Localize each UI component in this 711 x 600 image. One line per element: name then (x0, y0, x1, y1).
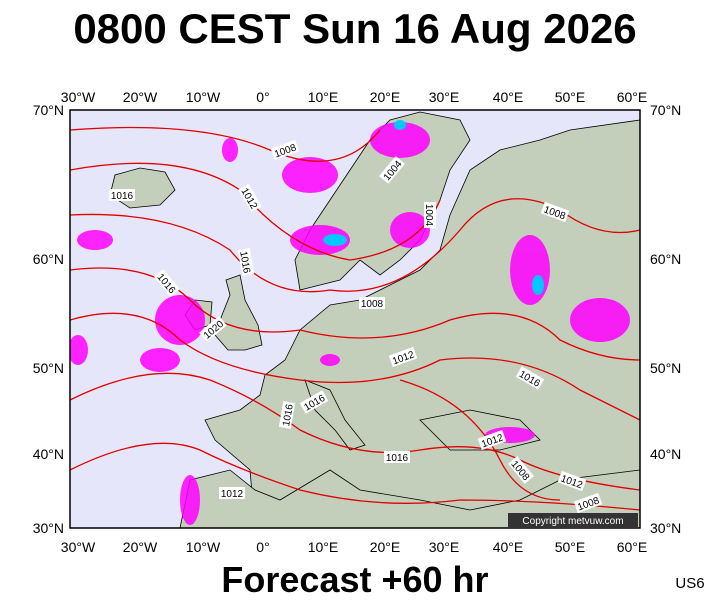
isobar-label: 1016 (384, 451, 410, 464)
lat-label-left: 30°N (33, 520, 64, 536)
isobars (70, 126, 640, 511)
lat-label-left: 40°N (33, 446, 64, 462)
isobar-label-text: 1016 (281, 403, 296, 427)
lon-label-bottom: 10°W (186, 539, 221, 555)
lon-label-top: 10°W (186, 89, 221, 105)
isobar-label-bg (515, 366, 545, 390)
isobar-label-bg (557, 470, 587, 492)
model-label: US6 (675, 575, 704, 592)
isobar-label-text: 1004 (423, 204, 434, 227)
isobar-label-bg (270, 139, 300, 161)
isobar-label-bg (388, 346, 418, 368)
isobar-label-text: 1016 (111, 191, 134, 202)
isobar-label-text: 1008 (361, 299, 384, 310)
lon-label-top: 60°E (617, 89, 648, 105)
isobar-label-bg (384, 451, 410, 463)
isobar-label: 1016 (237, 248, 255, 276)
lon-label-bottom: 30°W (61, 539, 96, 555)
isobar-label-bg (237, 248, 255, 276)
isobar-label-bg (359, 297, 385, 309)
forecast-label: Forecast +60 hr (221, 559, 488, 600)
title: 0800 CEST Sun 16 Aug 2026 (73, 5, 636, 52)
lon-label-top: 20°W (123, 89, 158, 105)
lon-label-top: 20°E (370, 89, 401, 105)
isobar-label-text: 1016 (237, 250, 252, 274)
isobar-label-bg (573, 492, 603, 514)
lon-label-bottom: 0° (256, 539, 269, 555)
isobar-label-bg (219, 487, 245, 499)
copyright: Copyright metvuw.com (522, 516, 623, 527)
lat-label-left: 60°N (33, 251, 64, 267)
lon-label-bottom: 10°E (308, 539, 339, 555)
heavy-precipitation (323, 120, 544, 295)
lon-label-top: 50°E (555, 89, 586, 105)
lat-label-right: 60°N (650, 251, 681, 267)
isobar-label-text: 1016 (386, 453, 409, 464)
lon-label-top: 10°E (308, 89, 339, 105)
precipitation (70, 122, 630, 525)
lat-label-right: 70°N (650, 102, 681, 118)
isobar-label-bg (199, 316, 227, 342)
isobar-label-bg (238, 183, 262, 213)
lon-label-bottom: 20°W (123, 539, 158, 555)
isobar-label-text: 1012 (221, 489, 244, 500)
isobar-label-bg (154, 269, 180, 297)
isobar-label: 1016 (109, 189, 135, 202)
lon-label-bottom: 60°E (617, 539, 648, 555)
lon-label-top: 40°E (493, 89, 524, 105)
isobar-label-bg (508, 456, 534, 484)
map: Copyright metvuw.com (70, 110, 640, 528)
lat-label-left: 50°N (33, 360, 64, 376)
isobar-label-bg (424, 202, 436, 228)
isobar-label: 1012 (219, 487, 245, 500)
isobar-label-bg (379, 156, 405, 184)
lat-label-right: 30°N (650, 520, 681, 536)
lon-label-top: 30°E (429, 89, 460, 105)
isobar-label-bg (278, 401, 296, 429)
lat-label-right: 40°N (650, 446, 681, 462)
lat-label-left: 70°N (33, 102, 64, 118)
lon-label-top: 0° (256, 89, 269, 105)
isobar-label-bg (109, 189, 135, 201)
isobar-label: 1008 (359, 297, 385, 310)
lon-label-top: 30°W (61, 89, 96, 105)
isobar-label: 1016 (278, 401, 296, 429)
lon-label-bottom: 50°E (555, 539, 586, 555)
isobar-label: 1004 (423, 202, 436, 228)
isobar-label-bg (477, 429, 507, 451)
lat-label-right: 50°N (650, 360, 681, 376)
lon-label-bottom: 40°E (493, 539, 524, 555)
isobar-label-bg (299, 390, 329, 414)
copyright-box (508, 513, 638, 527)
map-frame (69, 109, 641, 529)
lon-label-bottom: 30°E (429, 539, 460, 555)
lon-label-bottom: 20°E (370, 539, 401, 555)
isobar-label-bg (540, 201, 570, 223)
